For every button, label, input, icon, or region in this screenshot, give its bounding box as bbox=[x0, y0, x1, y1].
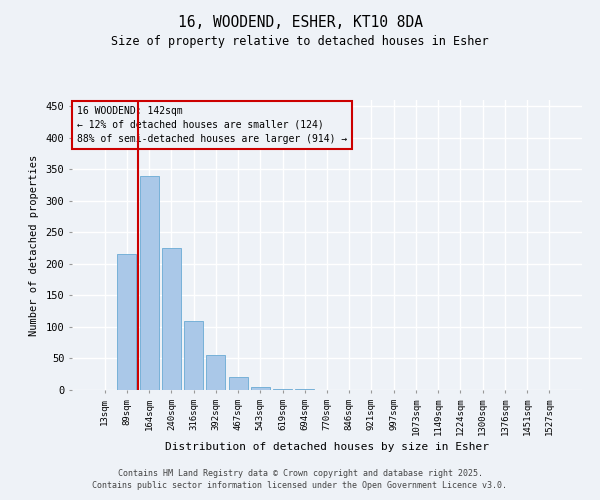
Bar bbox=[162, 248, 181, 390]
Text: Contains HM Land Registry data © Crown copyright and database right 2025.
Contai: Contains HM Land Registry data © Crown c… bbox=[92, 469, 508, 490]
Bar bbox=[140, 176, 158, 390]
Text: 16 WOODEND: 142sqm
← 12% of detached houses are smaller (124)
88% of semi-detach: 16 WOODEND: 142sqm ← 12% of detached hou… bbox=[77, 106, 347, 144]
Bar bbox=[118, 254, 136, 390]
Bar bbox=[273, 388, 292, 390]
Text: 16, WOODEND, ESHER, KT10 8DA: 16, WOODEND, ESHER, KT10 8DA bbox=[178, 15, 422, 30]
Text: Size of property relative to detached houses in Esher: Size of property relative to detached ho… bbox=[111, 35, 489, 48]
Bar bbox=[184, 320, 203, 390]
X-axis label: Distribution of detached houses by size in Esher: Distribution of detached houses by size … bbox=[165, 442, 489, 452]
Bar bbox=[251, 387, 270, 390]
Y-axis label: Number of detached properties: Number of detached properties bbox=[29, 154, 38, 336]
Bar bbox=[206, 356, 225, 390]
Bar bbox=[229, 378, 248, 390]
